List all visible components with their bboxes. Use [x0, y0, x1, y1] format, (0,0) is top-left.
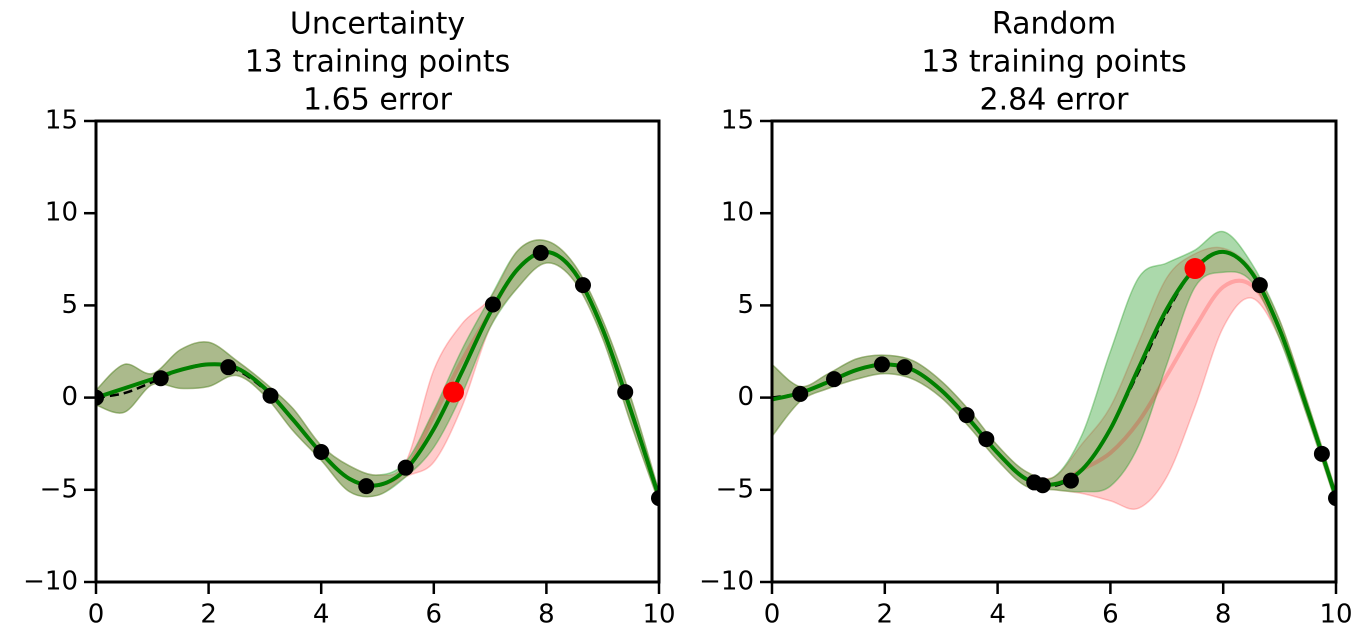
data-point	[978, 431, 995, 448]
x-tick-label: 8	[1215, 600, 1232, 630]
chart-title: Uncertainty	[290, 7, 465, 42]
data-point	[484, 296, 501, 313]
data-point	[617, 384, 634, 401]
x-tick-label: 2	[877, 600, 894, 630]
chart-title: 13 training points	[921, 45, 1187, 80]
line	[772, 278, 1336, 498]
line	[96, 249, 659, 498]
x-tick-label: 8	[538, 600, 555, 630]
chart-title: 13 training points	[245, 45, 511, 80]
data-point	[262, 387, 279, 404]
data-point	[443, 381, 465, 403]
x-tick-label: 0	[764, 600, 781, 630]
data-point	[574, 277, 591, 294]
data-point	[1251, 277, 1268, 294]
data-point	[313, 443, 330, 460]
data-point	[397, 459, 414, 476]
x-tick-label: 0	[88, 600, 105, 630]
data-point	[532, 244, 549, 261]
data-point	[1328, 490, 1336, 507]
y-tick-label: 5	[61, 290, 78, 320]
data-point	[958, 407, 975, 424]
data-point	[220, 359, 237, 376]
y-tick-label: 15	[721, 106, 754, 136]
y-tick-label: 15	[45, 106, 78, 136]
y-tick-label: −5	[40, 474, 78, 504]
y-tick-label: 0	[737, 382, 754, 412]
x-tick-label: 2	[200, 600, 217, 630]
data-point	[1034, 477, 1051, 494]
y-tick-label: −10	[23, 567, 78, 597]
data-point	[1313, 445, 1330, 462]
data-point	[358, 478, 375, 495]
y-tick-label: 0	[61, 382, 78, 412]
y-tick-label: 10	[721, 198, 754, 228]
x-tick-label: 6	[1102, 600, 1119, 630]
line	[772, 249, 1336, 498]
data-point	[651, 490, 659, 507]
data-point	[96, 389, 104, 406]
plot-area	[96, 239, 659, 507]
chart-title: Random	[992, 7, 1116, 42]
data-point	[1184, 258, 1206, 280]
data-point	[152, 370, 169, 387]
data-point	[792, 385, 809, 402]
y-tick-label: 5	[737, 290, 754, 320]
x-tick-label: 10	[642, 600, 675, 630]
axes-frame	[770, 119, 1338, 584]
x-tick-label: 4	[313, 600, 330, 630]
x-tick-label: 4	[989, 600, 1006, 630]
chart-title: 1.65 error	[303, 83, 453, 118]
x-tick-label: 10	[1319, 600, 1352, 630]
data-point	[873, 356, 890, 373]
y-tick-label: 10	[45, 198, 78, 228]
axes-frame	[94, 119, 661, 584]
plot-area	[772, 230, 1336, 510]
y-tick-label: −5	[716, 474, 754, 504]
data-point	[896, 359, 913, 376]
y-tick-label: −10	[699, 567, 754, 597]
data-point	[826, 371, 843, 388]
data-point	[1062, 472, 1079, 489]
x-tick-label: 6	[426, 600, 443, 630]
chart-title: 2.84 error	[980, 83, 1130, 118]
